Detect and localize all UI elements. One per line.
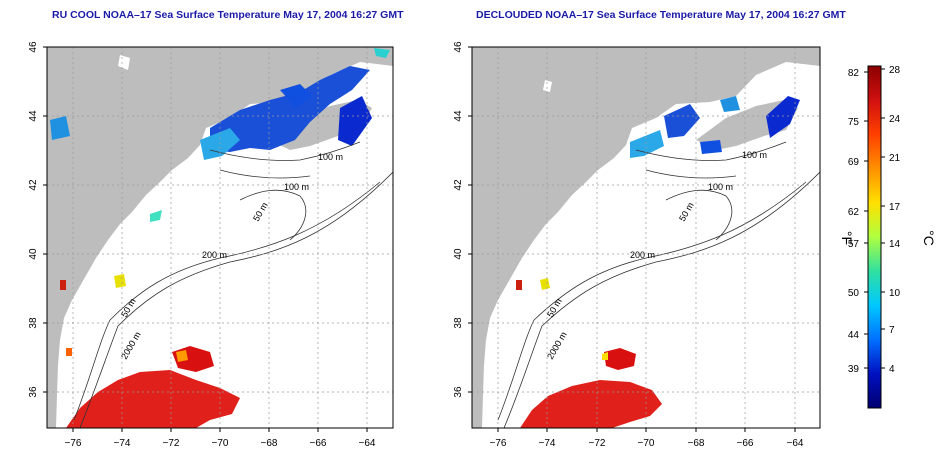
right-map-title: DECLOUDED NOAA–17 Sea Surface Temperatur… <box>476 9 846 21</box>
gulf-stream-warm-water <box>66 370 240 428</box>
contour-label: 200 m <box>630 250 655 260</box>
longitude-tick-label: −72 <box>163 438 180 449</box>
fahrenheit-unit-label: °F <box>839 231 855 245</box>
longitude-tick-label: −64 <box>359 438 376 449</box>
celsius-tick-label: 21 <box>889 153 901 164</box>
celsius-tick-label: 17 <box>889 202 901 213</box>
longitude-tick-label: −64 <box>787 438 804 449</box>
latitude-tick-label: 36 <box>28 386 39 398</box>
celsius-tick-label: 28 <box>889 65 901 76</box>
contour-label: 100 m <box>318 152 343 162</box>
contour-label: 100 m <box>742 150 767 160</box>
fahrenheit-tick-label: 69 <box>848 157 860 168</box>
longitude-tick-label: −68 <box>688 438 705 449</box>
longitude-tick-label: −74 <box>539 438 556 449</box>
celsius-tick-label: 14 <box>889 239 901 250</box>
fahrenheit-tick-label: 39 <box>848 364 860 375</box>
celsius-tick-label: 24 <box>889 114 901 125</box>
longitude-tick-label: −66 <box>310 438 327 449</box>
right-map: 100 m 100 m 50 m 200 m 50 m 2000 m −76 −… <box>453 41 821 449</box>
land-mass <box>472 47 820 428</box>
fahrenheit-tick-label: 82 <box>848 68 860 79</box>
contour-label: 100 m <box>284 182 309 192</box>
latitude-tick-label: 46 <box>28 41 39 53</box>
contour-label: 100 m <box>708 182 733 192</box>
fahrenheit-tick-label: 44 <box>848 330 860 341</box>
latitude-tick-label: 38 <box>28 317 39 329</box>
colorbar-gradient <box>867 65 882 409</box>
latitude-tick-label: 38 <box>453 317 464 329</box>
fahrenheit-tick-label: 57 <box>848 239 860 250</box>
left-map: 100 m 100 m 50 m 200 m 50 m 2000 m −76 −… <box>28 41 394 449</box>
latitude-tick-label: 36 <box>453 386 464 398</box>
latitude-tick-label: 46 <box>453 41 464 53</box>
latitude-tick-label: 44 <box>28 110 39 122</box>
land-mass <box>47 47 393 428</box>
left-map-title: RU COOL NOAA–17 Sea Surface Temperature … <box>52 9 404 21</box>
longitude-tick-label: −70 <box>638 438 655 449</box>
longitude-tick-label: −76 <box>490 438 507 449</box>
latitude-tick-label: 44 <box>453 110 464 122</box>
longitude-tick-label: −72 <box>589 438 606 449</box>
longitude-tick-label: −74 <box>114 438 131 449</box>
longitude-tick-label: −66 <box>737 438 754 449</box>
gulf-stream-warm-water <box>520 380 662 428</box>
longitude-tick-label: −76 <box>65 438 82 449</box>
fahrenheit-tick-label: 75 <box>848 117 860 128</box>
longitude-tick-label: −68 <box>261 438 278 449</box>
latitude-tick-label: 42 <box>453 179 464 191</box>
latitude-tick-label: 42 <box>28 179 39 191</box>
latitude-tick-label: 40 <box>28 248 39 260</box>
temperature-colorbar: 82 75 69 62 57 50 44 39 28 24 21 17 14 1… <box>839 65 937 409</box>
celsius-tick-label: 4 <box>889 364 895 375</box>
celsius-tick-label: 7 <box>889 325 895 336</box>
contour-label: 200 m <box>202 250 227 260</box>
fahrenheit-tick-label: 62 <box>848 207 860 218</box>
celsius-tick-label: 10 <box>889 288 901 299</box>
celsius-unit-label: °C <box>921 230 937 246</box>
longitude-tick-label: −70 <box>212 438 229 449</box>
latitude-tick-label: 40 <box>453 248 464 260</box>
fahrenheit-tick-label: 50 <box>848 288 860 299</box>
